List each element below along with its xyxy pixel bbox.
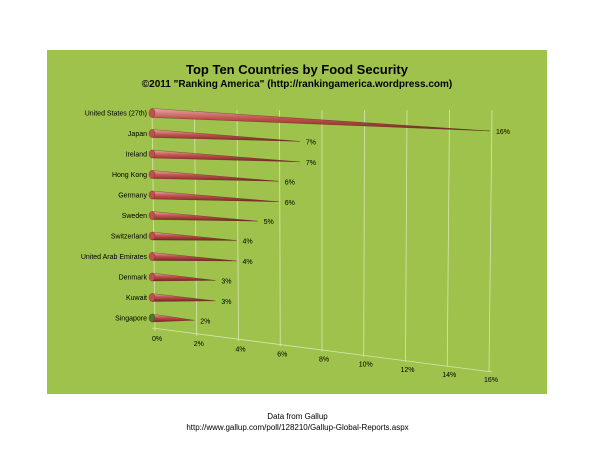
- data-label: 3%: [221, 278, 231, 285]
- x-tick-label: 4%: [235, 346, 245, 353]
- chart-background: [47, 50, 547, 394]
- data-label: 6%: [285, 200, 295, 207]
- data-label: 5%: [264, 219, 274, 226]
- bar: [151, 252, 237, 262]
- category-label: United States (27th): [85, 111, 147, 118]
- x-tick-label: 6%: [277, 351, 287, 358]
- bar-base: [148, 149, 156, 159]
- data-label: 16%: [496, 129, 510, 136]
- bar: [151, 108, 491, 132]
- category-label: Ireland: [126, 152, 148, 159]
- x-tick-label: 16%: [484, 377, 498, 384]
- data-label: 6%: [285, 179, 295, 186]
- data-label: 4%: [243, 239, 253, 246]
- bar: [151, 170, 279, 182]
- x-tick-label: 12%: [400, 367, 414, 374]
- source-caption: Data from Gallup: [267, 412, 328, 421]
- category-label: Sweden: [122, 213, 147, 220]
- gridline: [488, 109, 493, 373]
- axis-floor: [151, 327, 493, 373]
- category-label: Hong Kong: [112, 172, 147, 179]
- gridline: [446, 109, 450, 367]
- category-label: Japan: [128, 131, 147, 138]
- bar: [151, 313, 195, 323]
- x-tick-label: 8%: [319, 357, 329, 364]
- bar: [151, 129, 300, 142]
- bar-base: [148, 252, 156, 261]
- chart-subtitle: ©2011 "Ranking America" (http://rankinga…: [141, 79, 453, 90]
- bar: [151, 231, 237, 241]
- bar-base: [148, 272, 156, 282]
- bar: [151, 272, 216, 282]
- data-label: 7%: [306, 139, 316, 146]
- bar: [151, 293, 216, 302]
- chart-title: Top Ten Countries by Food Security: [186, 62, 408, 77]
- gridlines: [151, 109, 493, 373]
- labels: 0% 2% 4% 6% 8% 10% 12% 14% 16% United States (27t…: [81, 111, 510, 385]
- source-url: http://www.gallup.com/poll/128210/Gallup…: [186, 423, 409, 432]
- bar-base: [148, 231, 156, 241]
- category-label: Kuwait: [126, 295, 147, 302]
- data-label: 4%: [243, 259, 253, 266]
- bar-base: [148, 129, 156, 138]
- category-label: Switzerland: [111, 234, 147, 241]
- data-label: 2%: [200, 318, 210, 325]
- bar-base: [148, 211, 156, 220]
- x-tick-label: 2%: [194, 341, 204, 348]
- category-label: Germany: [118, 193, 147, 200]
- bar: [151, 211, 258, 222]
- category-label: Singapore: [115, 316, 147, 323]
- data-label: 7%: [306, 160, 316, 167]
- bars: [148, 108, 491, 323]
- bar-base: [148, 108, 156, 118]
- x-tick-label: 14%: [442, 372, 456, 379]
- bar-base: [148, 190, 156, 200]
- gridline: [279, 109, 281, 347]
- x-tick-label: 0%: [152, 336, 162, 343]
- data-label: 3%: [221, 299, 231, 306]
- bar: [151, 190, 279, 202]
- gridline: [194, 109, 198, 337]
- category-label: Denmark: [119, 275, 148, 282]
- x-tick-label: 10%: [359, 362, 373, 369]
- bar: [151, 149, 300, 163]
- bar-base: [148, 293, 156, 302]
- gridline: [236, 109, 239, 342]
- gridline: [363, 109, 365, 357]
- bar-base: [148, 170, 156, 179]
- gridline: [405, 109, 408, 362]
- bar-base: [148, 313, 156, 323]
- category-label: United Arab Emirates: [81, 254, 148, 261]
